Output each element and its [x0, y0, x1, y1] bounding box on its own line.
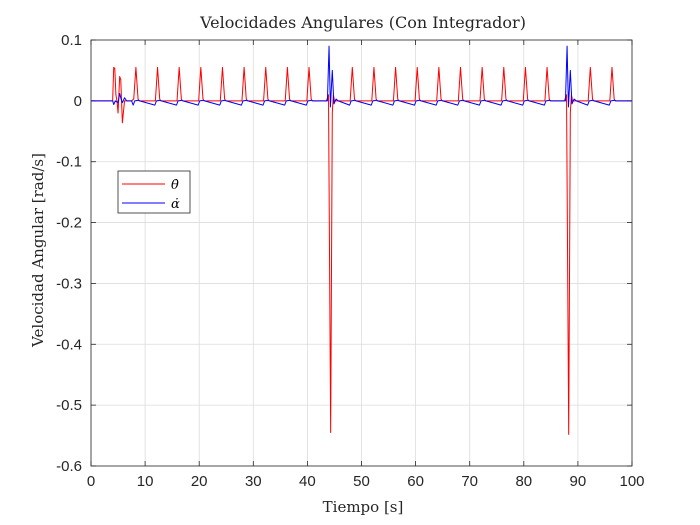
legend-label-0: θ̇ — [171, 178, 179, 193]
x-tick-label: 70 — [461, 473, 478, 490]
y-tick-label: 0.1 — [61, 32, 82, 49]
y-tick-label: -0.4 — [56, 336, 82, 353]
legend[interactable]: θ̇ α̇ — [117, 170, 191, 214]
y-tick-label: -0.1 — [56, 154, 82, 171]
x-tick-label: 100 — [619, 473, 644, 490]
y-axis-label: Velocidad Angular [rad/s] — [29, 153, 47, 348]
legend-label-1: α̇ — [171, 197, 180, 212]
y-tick-label: -0.2 — [56, 215, 82, 232]
series-line-1 — [91, 45, 632, 108]
y-tick-label: -0.3 — [56, 275, 82, 292]
x-tick-label: 10 — [137, 473, 154, 490]
chart-title: Velocidades Angulares (Con Integrador) — [199, 13, 526, 32]
series-layer — [91, 45, 632, 435]
y-tick-label: -0.5 — [56, 397, 82, 414]
x-axis-label: Tiempo [s] — [323, 498, 404, 516]
y-tick-label: -0.6 — [56, 458, 82, 475]
x-tick-label: 40 — [299, 473, 316, 490]
x-tick-label: 90 — [570, 473, 587, 490]
series-line-0 — [91, 66, 632, 435]
x-tick-label: 80 — [515, 473, 532, 490]
x-tick-label: 20 — [191, 473, 208, 490]
plot-frame — [90, 39, 633, 467]
legend-box — [117, 170, 191, 214]
x-tick-label: 30 — [245, 473, 262, 490]
y-axis-ticks: 0.1 0 -0.1 -0.2 -0.3 -0.4 -0.5 -0.6 — [56, 32, 632, 475]
x-tick-label: 50 — [353, 473, 370, 490]
x-tick-label: 60 — [407, 473, 424, 490]
x-tick-label: 0 — [87, 473, 95, 490]
y-tick-label: 0 — [74, 93, 82, 110]
